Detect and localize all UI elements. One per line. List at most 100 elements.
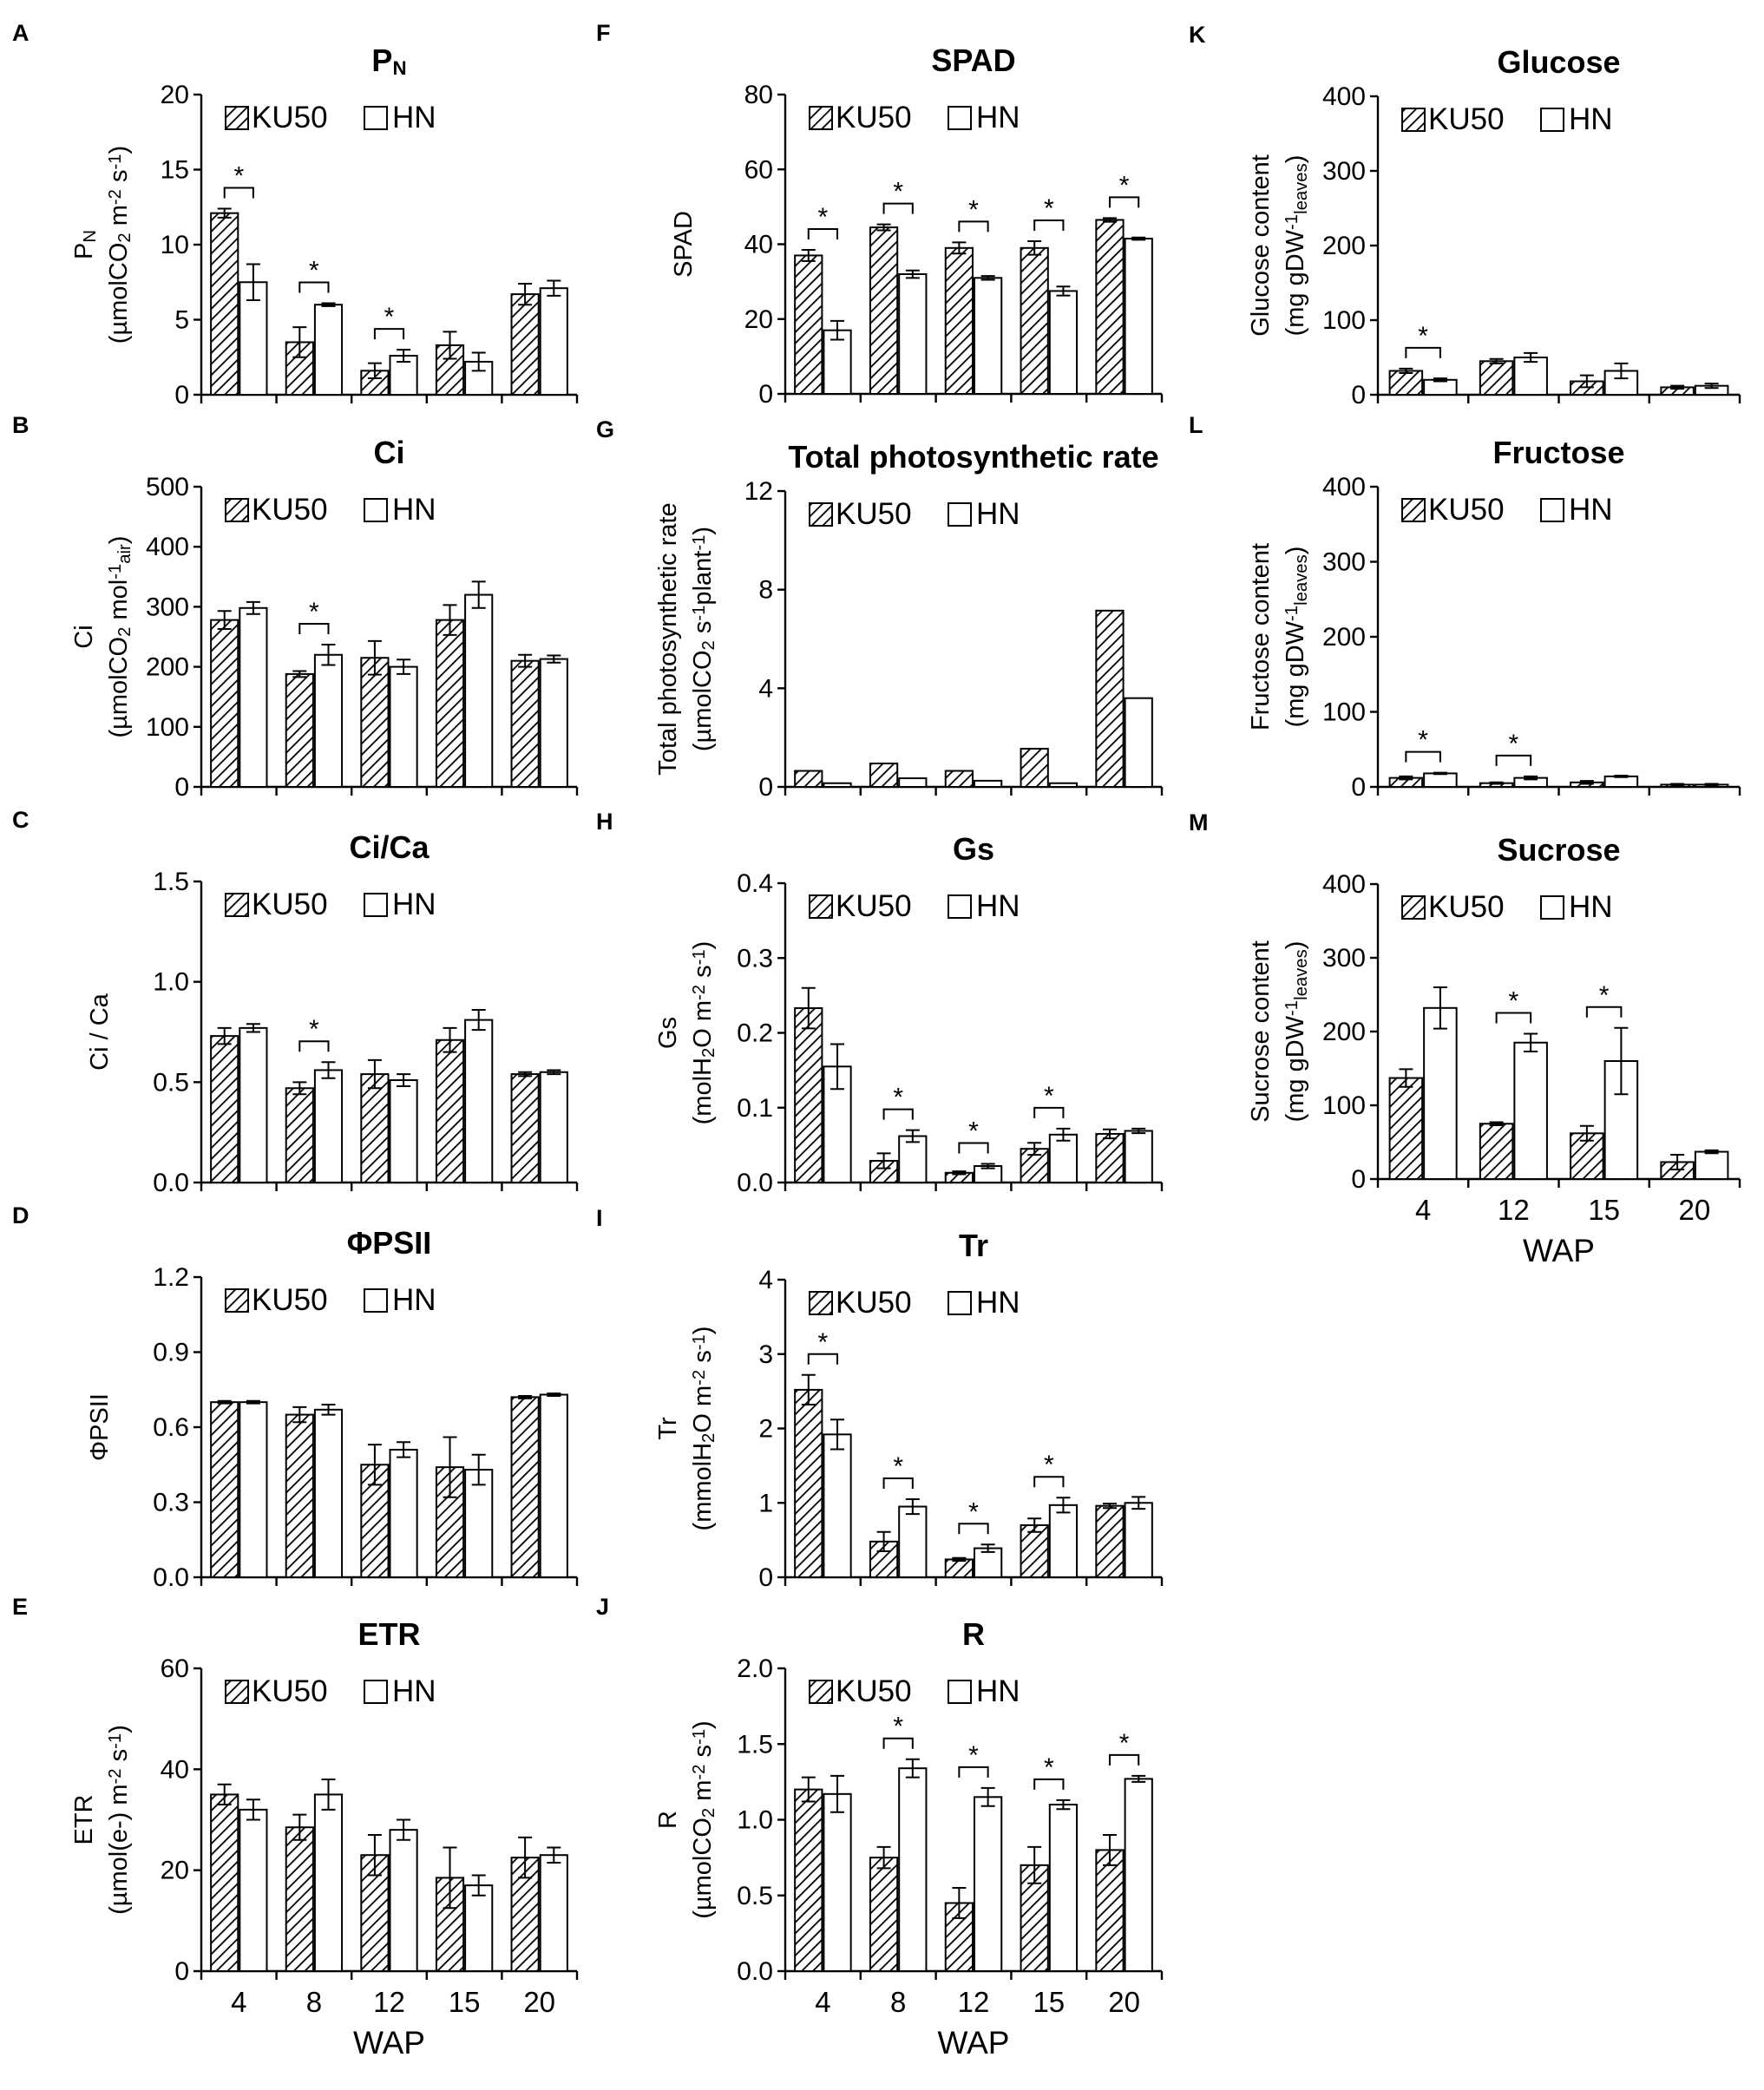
y-tick-label: 1.0: [737, 1806, 773, 1835]
legend-label-ku50: KU50: [836, 889, 912, 923]
x-tick-label: 4: [231, 1986, 246, 2018]
title-text: Tr: [959, 1228, 988, 1263]
significance-star: *: [309, 1015, 319, 1044]
panel-letter: L: [1189, 412, 1203, 438]
bar-ku50: [510, 1073, 540, 1183]
bar-ku50: [1020, 246, 1049, 395]
bar-hn: [389, 1829, 418, 1972]
bar-ku50: [1570, 1132, 1604, 1181]
legend-swatch-ku50-icon: [225, 106, 249, 130]
subscript: leaves: [1292, 163, 1311, 214]
legend-label-hn: HN: [392, 888, 436, 921]
bar-hn: [1124, 238, 1153, 395]
y-tick-label: 1.2: [153, 1263, 189, 1292]
axis-title: ΦPSII: [86, 1393, 114, 1461]
y-tick-label: 0.1: [737, 1094, 773, 1123]
label-text: (mmolH: [689, 1443, 717, 1531]
axis-title: Tr: [654, 1417, 682, 1440]
superscript: -1: [1282, 1000, 1302, 1016]
title-text: ETR: [358, 1616, 421, 1652]
legend-label-hn: HN: [392, 1283, 436, 1317]
label-text: Ci / Ca: [86, 993, 114, 1071]
legend-label-hn: HN: [976, 101, 1020, 134]
significance-star: *: [1044, 1753, 1054, 1782]
bar-ku50: [794, 1007, 823, 1183]
subscript: 2: [699, 1433, 718, 1443]
legend-swatch-ku50-icon: [1401, 498, 1426, 522]
chart-title: Gs: [953, 831, 994, 867]
bar-ku50: [1388, 370, 1424, 396]
significance-bracket: [1405, 750, 1441, 763]
superscript: -1: [1282, 606, 1302, 621]
legend-label-hn: HN: [1569, 493, 1613, 527]
label-text: s: [689, 621, 717, 641]
significance-star: *: [1044, 1451, 1054, 1479]
x-tick-label: 12: [958, 1986, 990, 2018]
y-tick-label: 40: [744, 231, 773, 259]
legend-swatch-hn-icon: [364, 893, 388, 917]
y-tick-label: 0.0: [737, 1169, 773, 1197]
axis-title: (mmolH2O m-2 s-1): [689, 1327, 718, 1531]
bar-ku50: [285, 1413, 314, 1579]
label-text: s: [105, 170, 133, 190]
bar-ku50: [510, 293, 540, 396]
label-text: ): [105, 536, 133, 545]
y-tick-label: 1.5: [737, 1730, 773, 1759]
y-tick-label: 1.0: [153, 968, 189, 997]
legend-label-ku50: KU50: [836, 1286, 912, 1320]
label-text: (mg gDW: [1282, 620, 1309, 727]
legend-swatch-ku50-icon: [809, 502, 833, 527]
superscript: -1: [106, 564, 125, 580]
y-tick-label: 0.0: [737, 1957, 773, 1986]
legend-swatch-hn-icon: [948, 1680, 972, 1704]
panel-letter: M: [1189, 809, 1209, 835]
label-text: Sucrose content: [1247, 940, 1275, 1123]
chart-panel-d: D ΦPSII 0.0 0.3 0.6 0.9 1.2 ΦPSII KU50 HN: [12, 1202, 579, 1592]
label-text: ): [689, 1720, 717, 1729]
significance-star: *: [968, 1117, 979, 1145]
bar-hn: [898, 1767, 928, 1973]
panel-letter: C: [12, 807, 30, 833]
chart-panel-c: C Ci/Ca 0.0 0.5 1.0 1.5 Ci / Ca KU50 HN *: [12, 807, 579, 1197]
bar-ku50: [285, 1087, 314, 1183]
chart-title: Fructose: [1492, 435, 1624, 470]
significance-bracket: [882, 1477, 914, 1489]
title-text: Fructose: [1492, 435, 1624, 470]
significance-bracket: [1405, 346, 1441, 358]
legend-swatch-ku50-icon: [225, 498, 249, 522]
significance-star: *: [968, 1741, 979, 1770]
bar-hn: [313, 1069, 344, 1184]
label-text: mol: [105, 580, 133, 627]
y-tick-label: 80: [744, 81, 773, 109]
bar-hn: [464, 1019, 494, 1183]
y-tick-label: 400: [146, 533, 189, 561]
y-tick-label: 0.3: [737, 944, 773, 973]
legend-swatch-ku50-icon: [1401, 108, 1426, 132]
bar-hn: [1603, 370, 1639, 396]
y-tick-label: 0.0: [153, 1169, 189, 1197]
label-text: O m: [689, 1386, 717, 1433]
bar-ku50: [285, 672, 314, 788]
y-tick-label: 100: [1322, 698, 1366, 727]
bar-hn: [1048, 290, 1079, 395]
legend-label-ku50: KU50: [1428, 493, 1505, 527]
y-tick-label: 8: [758, 576, 773, 605]
bar-ku50: [1388, 1077, 1424, 1181]
label-text: P: [70, 243, 98, 259]
y-tick-label: 0.0: [153, 1563, 189, 1592]
superscript: -1: [106, 1733, 125, 1749]
subscript: 2: [699, 1048, 718, 1058]
y-tick-label: 0: [1351, 1165, 1366, 1194]
title-text: Glucose: [1497, 44, 1620, 80]
chart-title: ΦPSII: [347, 1225, 432, 1261]
label-text: (µmolCO: [105, 637, 133, 738]
bar-hn: [898, 1505, 928, 1578]
y-tick-label: 1: [758, 1489, 773, 1517]
label-text: ΦPSII: [86, 1393, 114, 1461]
chart-title: R: [962, 1616, 985, 1652]
significance-star: *: [818, 1328, 829, 1357]
bar-hn: [974, 277, 1003, 395]
y-tick-label: 0.6: [153, 1413, 189, 1442]
